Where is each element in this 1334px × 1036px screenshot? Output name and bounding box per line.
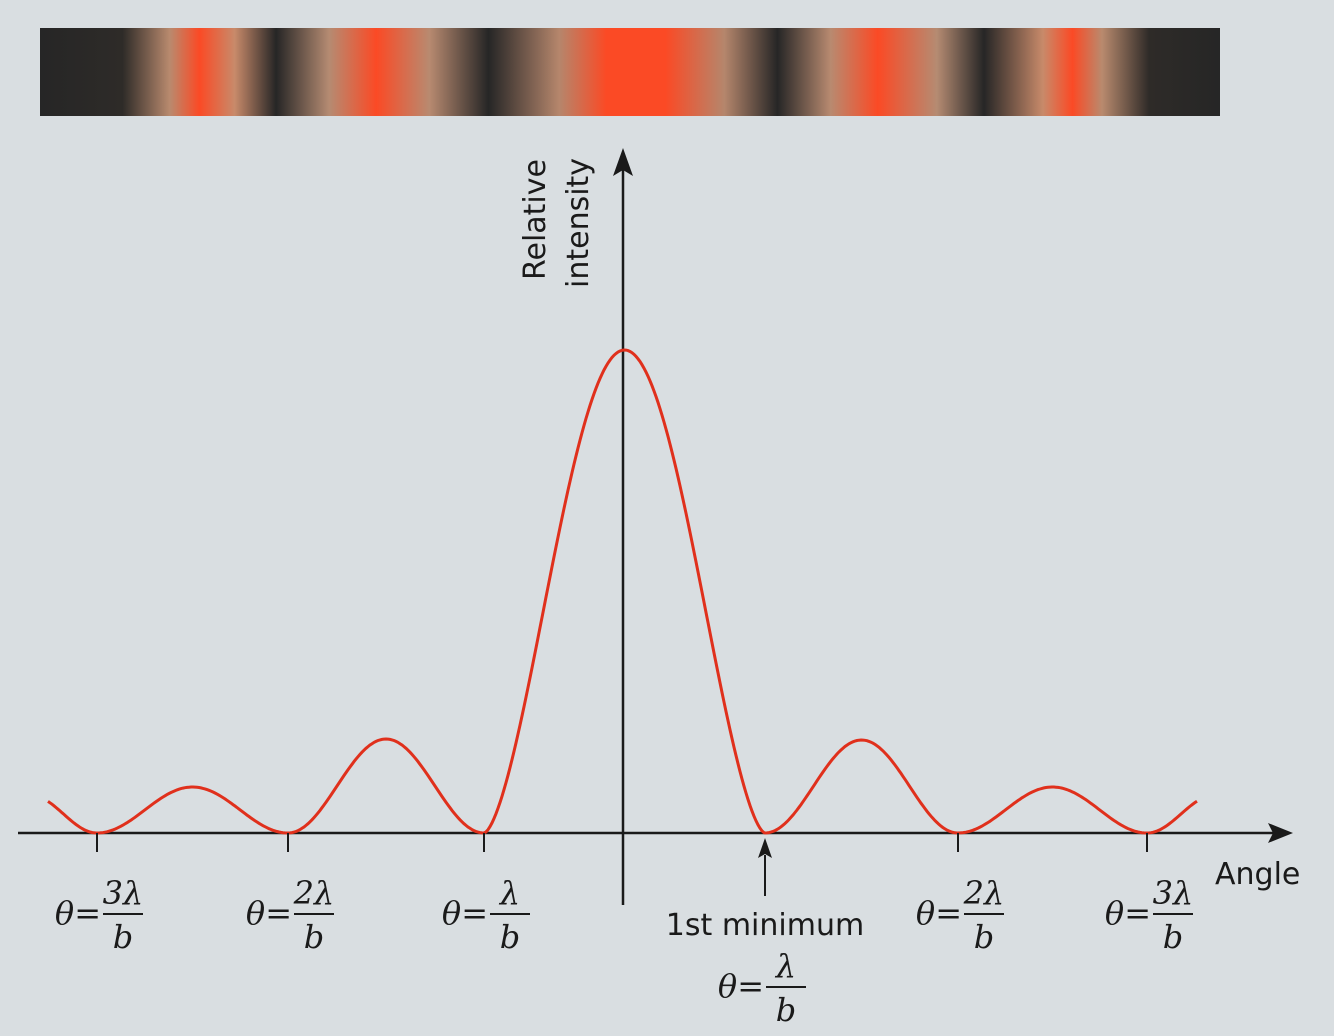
fraction-numerator: λ: [774, 947, 796, 985]
fraction-denominator: b: [1163, 918, 1183, 956]
fraction-denominator: b: [500, 918, 520, 956]
fraction-numerator: 3λ: [103, 874, 144, 912]
theta-prefix: θ=: [916, 894, 962, 932]
fraction-numerator: 2λ: [963, 874, 1005, 912]
theta-prefix: θ=: [55, 894, 101, 932]
fraction-denominator: b: [776, 991, 796, 1029]
annotation-label: 1st minimum: [666, 908, 864, 943]
theta-prefix: θ=: [1105, 894, 1151, 932]
fraction-denominator: b: [113, 918, 133, 956]
y-axis-label: Relative: [518, 159, 553, 280]
fraction-numerator: 3λ: [1153, 874, 1194, 912]
annotation-arrow-head: [758, 838, 772, 858]
fraction-denominator: b: [304, 918, 324, 956]
fringe-pattern: [40, 28, 1220, 116]
theta-prefix: θ=: [442, 894, 488, 932]
x-axis-label: Angle: [1215, 857, 1300, 892]
fraction-numerator: 2λ: [293, 874, 335, 912]
fraction-numerator: λ: [498, 874, 520, 912]
intensity-curve: [47, 348, 1198, 835]
theta-prefix: θ=: [246, 894, 292, 932]
x-axis-arrow: [1268, 823, 1293, 843]
fraction-denominator: b: [974, 918, 994, 956]
theta-prefix: θ=: [718, 967, 764, 1005]
y-axis-label: intensity: [561, 158, 596, 288]
y-axis-arrow: [613, 148, 633, 176]
